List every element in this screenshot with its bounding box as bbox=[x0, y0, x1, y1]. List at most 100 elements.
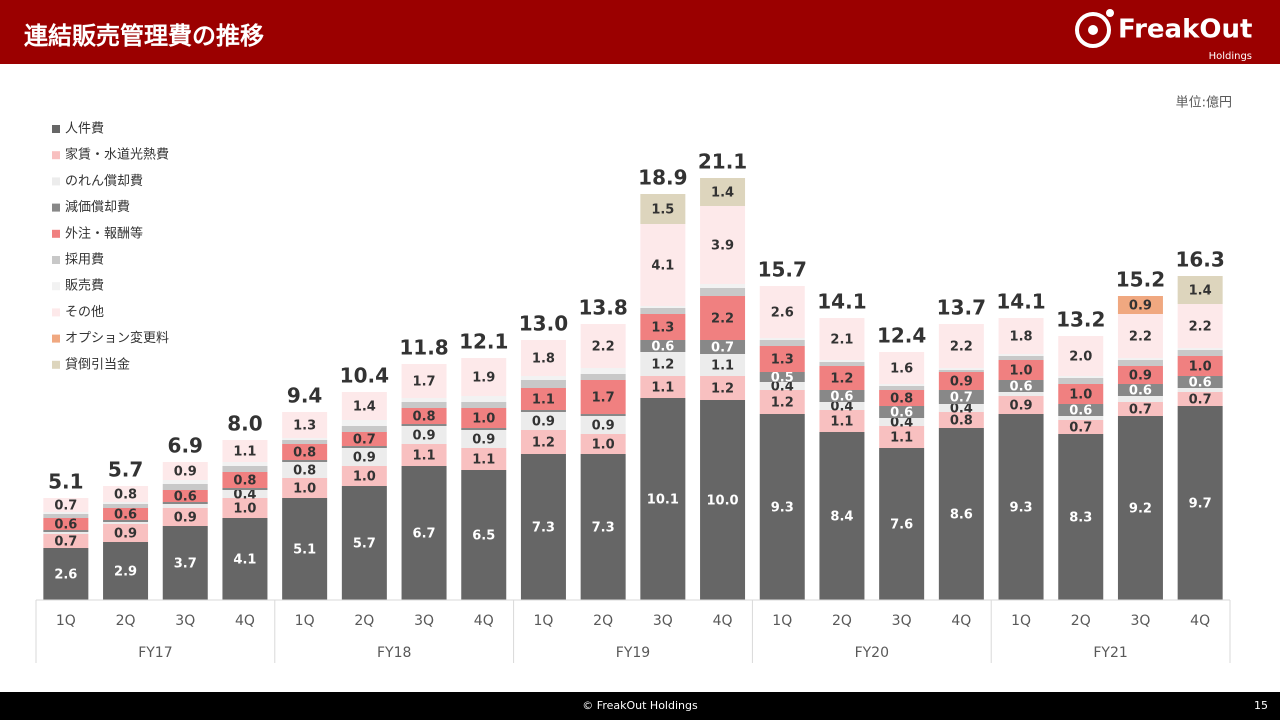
bar-segment bbox=[461, 448, 507, 470]
bar-segment bbox=[938, 428, 984, 600]
segment-label: 0.9 bbox=[532, 415, 555, 430]
legend-label: 外注・報酬等 bbox=[65, 225, 143, 241]
bar-segment bbox=[879, 386, 925, 390]
bar-segment bbox=[1058, 404, 1104, 416]
bar-segment bbox=[640, 340, 686, 352]
segment-label: 7.3 bbox=[592, 521, 615, 536]
legend-swatch bbox=[52, 256, 60, 264]
segment-label: 2.2 bbox=[592, 340, 615, 355]
bar-segment bbox=[520, 388, 566, 410]
bar-segment bbox=[879, 352, 925, 384]
bar-segment bbox=[1177, 388, 1223, 392]
segment-label: 1.2 bbox=[830, 372, 853, 387]
segment-label: 1.2 bbox=[711, 382, 734, 397]
group-label: FY20 bbox=[855, 645, 889, 661]
bar-segment bbox=[341, 392, 387, 420]
segment-label: 1.7 bbox=[592, 391, 615, 406]
bar-segment bbox=[759, 286, 805, 338]
bar-segment bbox=[640, 194, 686, 224]
segment-label: 2.0 bbox=[1069, 350, 1092, 365]
x-tick-label: 2Q bbox=[1071, 613, 1091, 629]
bar-segment bbox=[282, 438, 328, 440]
logo-sub: Holdings bbox=[1209, 51, 1252, 62]
bar-segment bbox=[461, 358, 507, 396]
bar-segment bbox=[998, 380, 1044, 392]
bar-segment bbox=[700, 284, 746, 288]
bar-segment bbox=[162, 462, 208, 480]
x-tick-label: 3Q bbox=[414, 613, 434, 629]
segment-label: 1.1 bbox=[830, 415, 853, 430]
slide-title: 連結販売管理費の推移 bbox=[24, 22, 264, 50]
segment-label: 1.0 bbox=[592, 438, 615, 453]
x-tick-label: 1Q bbox=[533, 613, 553, 629]
bar-segment bbox=[580, 374, 626, 380]
bar-segment bbox=[819, 366, 865, 390]
bar-segment bbox=[520, 454, 566, 600]
bar-segment bbox=[282, 498, 328, 600]
x-tick-label: 4Q bbox=[474, 613, 494, 629]
bar-segment bbox=[103, 486, 149, 502]
segment-label: 0.7 bbox=[1129, 403, 1152, 418]
segment-label: 0.8 bbox=[293, 446, 316, 461]
segment-label: 0.4 bbox=[950, 402, 973, 417]
segment-label: 10.0 bbox=[707, 494, 739, 509]
bar-segment bbox=[341, 446, 387, 448]
segment-label: 5.7 bbox=[353, 537, 376, 552]
bar-segment bbox=[520, 430, 566, 454]
segment-label: 0.4 bbox=[771, 380, 794, 395]
segment-label: 1.9 bbox=[472, 371, 495, 386]
bar-segment bbox=[998, 318, 1044, 354]
segment-label: 1.0 bbox=[1010, 364, 1033, 379]
segment-label: 1.3 bbox=[651, 321, 674, 336]
segment-label: 2.2 bbox=[1129, 330, 1152, 345]
segment-label: 10.1 bbox=[647, 493, 679, 508]
bar-segment bbox=[580, 434, 626, 454]
bar-segment bbox=[998, 392, 1044, 396]
bar-segment bbox=[640, 376, 686, 398]
bar-segment bbox=[1117, 358, 1163, 360]
total-label: 13.2 bbox=[1056, 308, 1105, 332]
segment-label: 0.7 bbox=[950, 391, 973, 406]
legend-swatch bbox=[52, 308, 60, 317]
segment-label: 1.2 bbox=[532, 436, 555, 451]
segment-label: 6.5 bbox=[472, 529, 495, 544]
bar-segment bbox=[222, 462, 268, 466]
bar-segment bbox=[1058, 376, 1104, 378]
bar-segment bbox=[700, 354, 746, 376]
segment-label: 1.1 bbox=[890, 431, 913, 446]
bar-segment bbox=[103, 524, 149, 542]
bar-segment bbox=[938, 412, 984, 428]
segment-label: 2.9 bbox=[114, 565, 137, 580]
bar-segment bbox=[401, 402, 447, 408]
legend-swatch bbox=[52, 125, 60, 133]
bar-segment bbox=[1117, 296, 1163, 314]
segment-label: 0.7 bbox=[1189, 393, 1212, 408]
bar-segment bbox=[43, 512, 89, 514]
bar-segment bbox=[43, 518, 89, 530]
bar-segment bbox=[1177, 350, 1223, 356]
total-label: 21.1 bbox=[698, 150, 747, 174]
bar-segment bbox=[103, 542, 149, 600]
bar-segment bbox=[162, 504, 208, 508]
segment-label: 1.5 bbox=[651, 203, 674, 218]
segment-label: 0.6 bbox=[114, 508, 137, 523]
x-tick-label: 1Q bbox=[1011, 613, 1031, 629]
bar-segment bbox=[222, 518, 268, 600]
bar-segment bbox=[819, 318, 865, 360]
segment-label: 9.3 bbox=[771, 501, 794, 516]
x-tick-label: 3Q bbox=[892, 613, 912, 629]
bar-segment bbox=[461, 470, 507, 600]
bar-segment bbox=[759, 390, 805, 414]
segment-label: 4.1 bbox=[651, 259, 674, 274]
bar-segment bbox=[819, 432, 865, 600]
x-tick-label: 3Q bbox=[1130, 613, 1150, 629]
bar-segment bbox=[938, 370, 984, 372]
bar-segment bbox=[879, 418, 925, 426]
total-label: 9.4 bbox=[287, 384, 322, 408]
bar-segment bbox=[938, 372, 984, 390]
total-label: 5.7 bbox=[108, 458, 143, 482]
bar-segment bbox=[640, 398, 686, 600]
bar-segment bbox=[759, 382, 805, 390]
bar-segment bbox=[759, 414, 805, 600]
total-label: 5.1 bbox=[48, 470, 83, 494]
